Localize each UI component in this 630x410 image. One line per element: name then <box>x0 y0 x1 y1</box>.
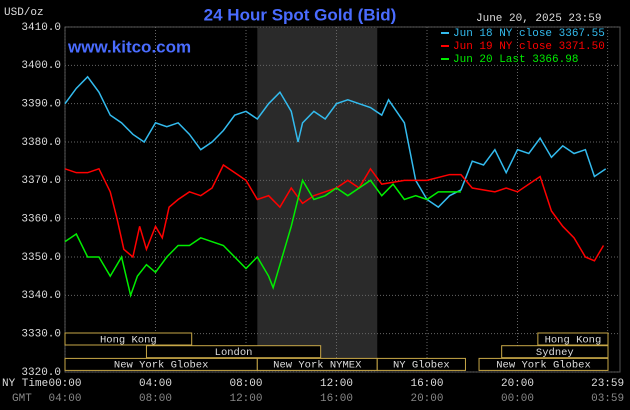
legend-entry: Jun 18 NY close 3367.55 <box>453 28 605 40</box>
session-bar <box>537 332 609 346</box>
y-tick-label: 3410.0 <box>21 22 61 34</box>
price-line <box>64 163 605 262</box>
timestamp: June 20, 2025 23:59 <box>476 13 601 25</box>
unit-label: USD/oz <box>4 7 44 19</box>
y-tick-label: 3360.0 <box>21 214 61 226</box>
session-bar <box>64 332 193 346</box>
y-tick-label: 3390.0 <box>21 99 61 111</box>
session-label: New York Globex <box>114 360 209 372</box>
session-bar <box>376 357 466 371</box>
row-label: NY Time <box>2 378 48 390</box>
session-bar <box>478 357 609 371</box>
legend-entry: Jun 19 NY close 3371.50 <box>453 41 605 53</box>
session-label: Hong Kong <box>100 334 157 346</box>
x-tick-label: 04:00 <box>139 378 172 390</box>
session-bar <box>501 345 609 359</box>
session-label: NY Globex <box>393 360 450 372</box>
gmt-tick-label: 16:00 <box>320 393 353 405</box>
x-tick-label: 20:00 <box>501 378 534 390</box>
x-tick-label: 16:00 <box>410 378 443 390</box>
x-tick-label: 23:59 <box>591 378 624 390</box>
session-label: New York Globex <box>496 360 591 372</box>
gmt-tick-label: 03:59 <box>591 393 624 405</box>
y-tick-label: 3320.0 <box>21 367 61 379</box>
session-label: Sydney <box>536 347 574 359</box>
x-tick-label: 12:00 <box>320 378 353 390</box>
x-tick-label: 00:00 <box>48 378 81 390</box>
chart-title: 24 Hour Spot Gold (Bid) <box>204 5 397 24</box>
gmt-tick-label: 08:00 <box>139 393 172 405</box>
gmt-tick-label: 00:00 <box>501 393 534 405</box>
price-line <box>64 178 461 298</box>
y-tick-label: 3340.0 <box>21 290 61 302</box>
y-tick-label: 3350.0 <box>21 252 61 264</box>
session-label: New York NYMEX <box>273 360 362 372</box>
session-label: London <box>215 347 253 359</box>
highlight <box>257 27 378 372</box>
row-label: GMT <box>12 393 32 405</box>
x-tick-label: 08:00 <box>229 378 262 390</box>
gmt-tick-label: 12:00 <box>229 393 262 405</box>
session-label: Hong Kong <box>545 334 602 346</box>
session-bar <box>145 345 322 359</box>
source-label: www.kitco.com <box>67 37 191 56</box>
gmt-tick-label: 20:00 <box>410 393 443 405</box>
y-tick-label: 3330.0 <box>21 329 61 341</box>
y-tick-label: 3380.0 <box>21 137 61 149</box>
gmt-tick-label: 04:00 <box>48 393 81 405</box>
y-tick-label: 3400.0 <box>21 60 61 72</box>
legend-entry: Jun 20 Last 3366.98 <box>453 54 578 66</box>
y-tick-label: 3370.0 <box>21 175 61 187</box>
price-line <box>64 75 607 209</box>
